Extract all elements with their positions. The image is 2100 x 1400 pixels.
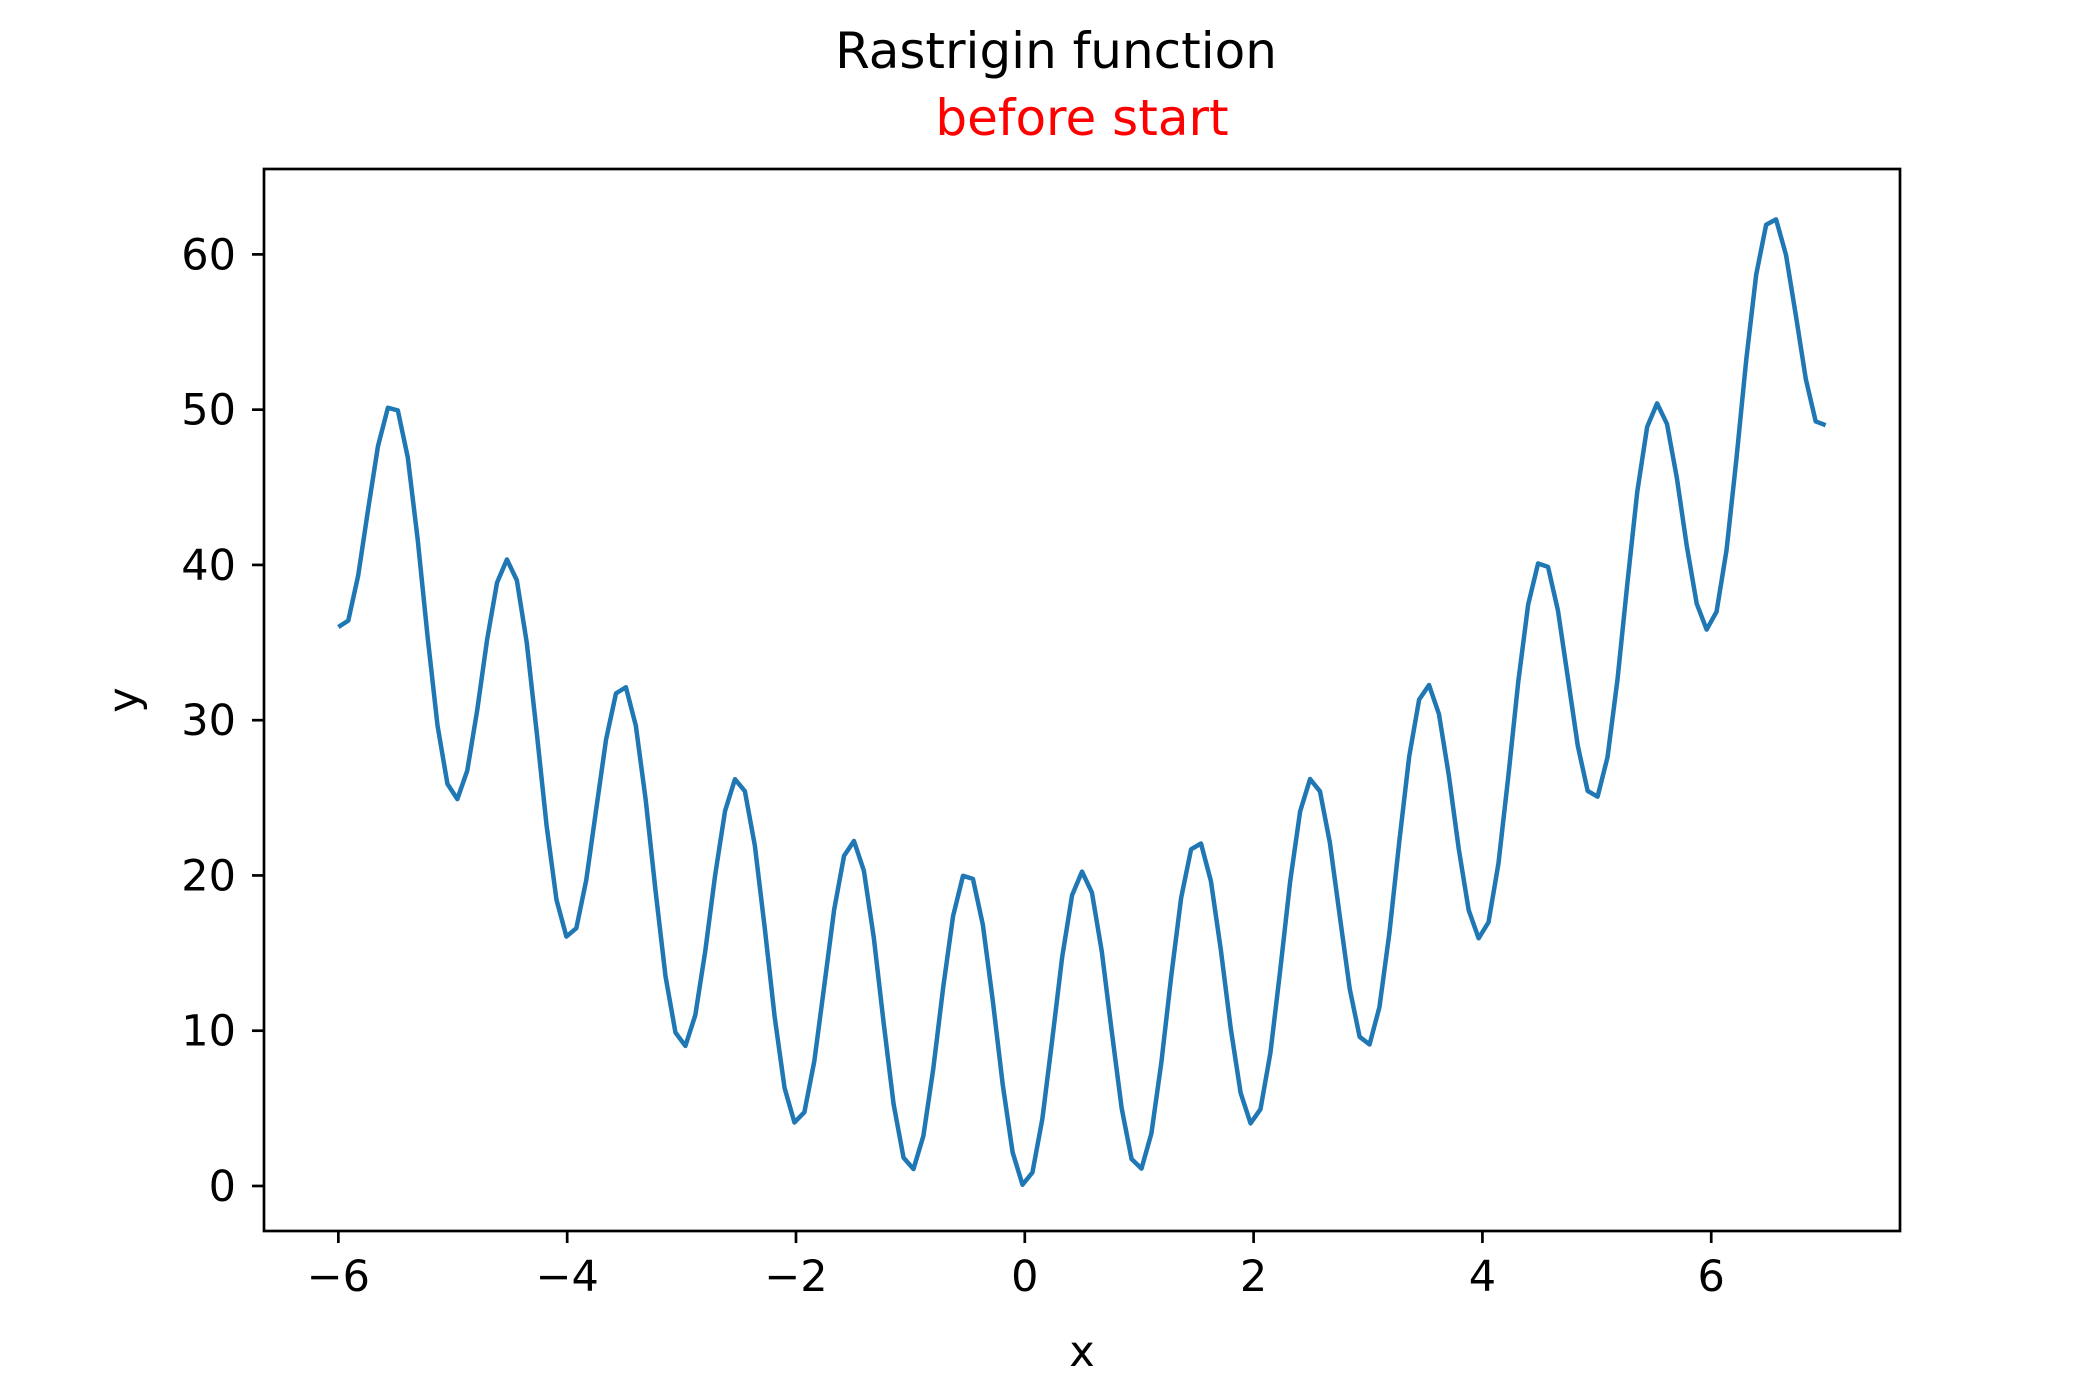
y-tick-label: 30	[181, 696, 236, 746]
x-tick-label: −4	[535, 1252, 598, 1302]
y-tick-label: 50	[181, 386, 236, 436]
y-tick-label: 20	[181, 851, 236, 901]
chart-subtitle: before start	[935, 89, 1228, 147]
x-axis-ticks: −6 −4 −2 0 2 4 6	[307, 1231, 1725, 1302]
y-axis-ticks: 0 10 20 30 40 50 60	[181, 230, 264, 1212]
y-tick-label: 10	[181, 1007, 236, 1057]
plot-frame	[262, 167, 1902, 1233]
x-tick-label: 2	[1240, 1252, 1267, 1302]
y-tick-label: 0	[209, 1162, 236, 1212]
plot-area	[264, 169, 1900, 1231]
x-tick-label: −2	[764, 1252, 827, 1302]
y-tick-label: 60	[181, 230, 236, 280]
chart-title: Rastrigin function	[835, 22, 1277, 80]
series-line	[337, 217, 1827, 1187]
x-axis-label: x	[1069, 1327, 1094, 1377]
x-tick-label: 0	[1011, 1252, 1038, 1302]
x-tick-label: 6	[1698, 1252, 1725, 1302]
y-axis-label: y	[99, 687, 149, 712]
x-tick-label: 4	[1469, 1252, 1496, 1302]
y-tick-label: 40	[181, 541, 236, 591]
x-tick-label: −6	[307, 1252, 370, 1302]
